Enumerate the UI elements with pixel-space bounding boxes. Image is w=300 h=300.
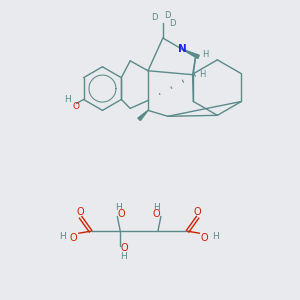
Text: D: D [165,11,171,20]
Text: H: H [115,203,122,212]
Text: O: O [201,233,208,243]
Text: H: H [212,232,219,241]
Text: D: D [169,19,176,28]
Text: H: H [120,251,127,260]
Text: O: O [70,233,77,243]
Text: H: H [59,232,66,241]
Text: O: O [120,243,128,253]
Text: N: N [178,44,187,54]
Text: O: O [77,207,85,218]
Text: H: H [154,203,160,212]
Polygon shape [138,110,148,121]
Text: O: O [194,207,201,218]
Text: O: O [152,209,160,219]
Polygon shape [182,49,199,58]
Text: O: O [118,209,125,219]
Text: H: H [64,95,71,104]
Text: D: D [151,13,157,22]
Text: H: H [202,50,209,59]
Text: O: O [72,102,79,111]
Text: H: H [199,70,206,79]
